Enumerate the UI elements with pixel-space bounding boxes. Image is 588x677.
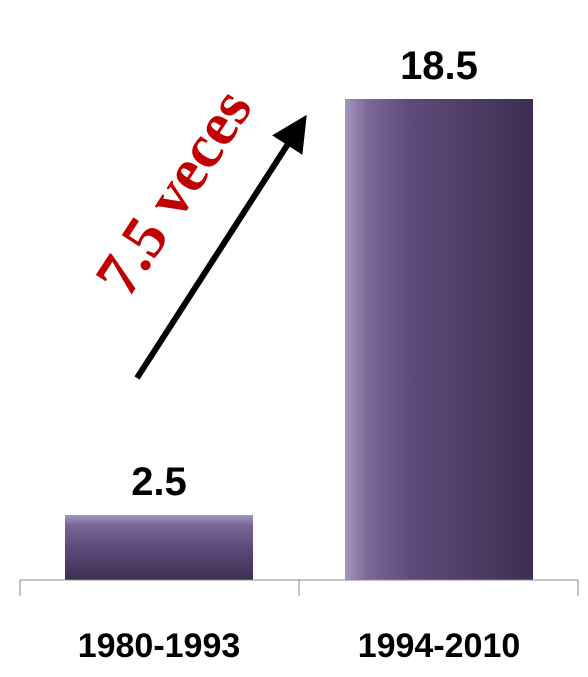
bars-group xyxy=(65,99,533,580)
growth-annotation: 7.5 veces xyxy=(83,77,266,308)
data-label-1980-1993: 2.5 xyxy=(131,460,187,504)
bar-1994-2010 xyxy=(345,99,533,580)
growth-arrow xyxy=(134,114,307,380)
bar-1980-1993 xyxy=(65,515,253,580)
labels-group: 2.5 1980-1993 18.5 1994-2010 xyxy=(78,44,521,665)
category-label-1980-1993: 1980-1993 xyxy=(78,627,241,665)
category-label-1994-2010: 1994-2010 xyxy=(358,627,521,665)
data-label-1994-2010: 18.5 xyxy=(400,44,478,88)
